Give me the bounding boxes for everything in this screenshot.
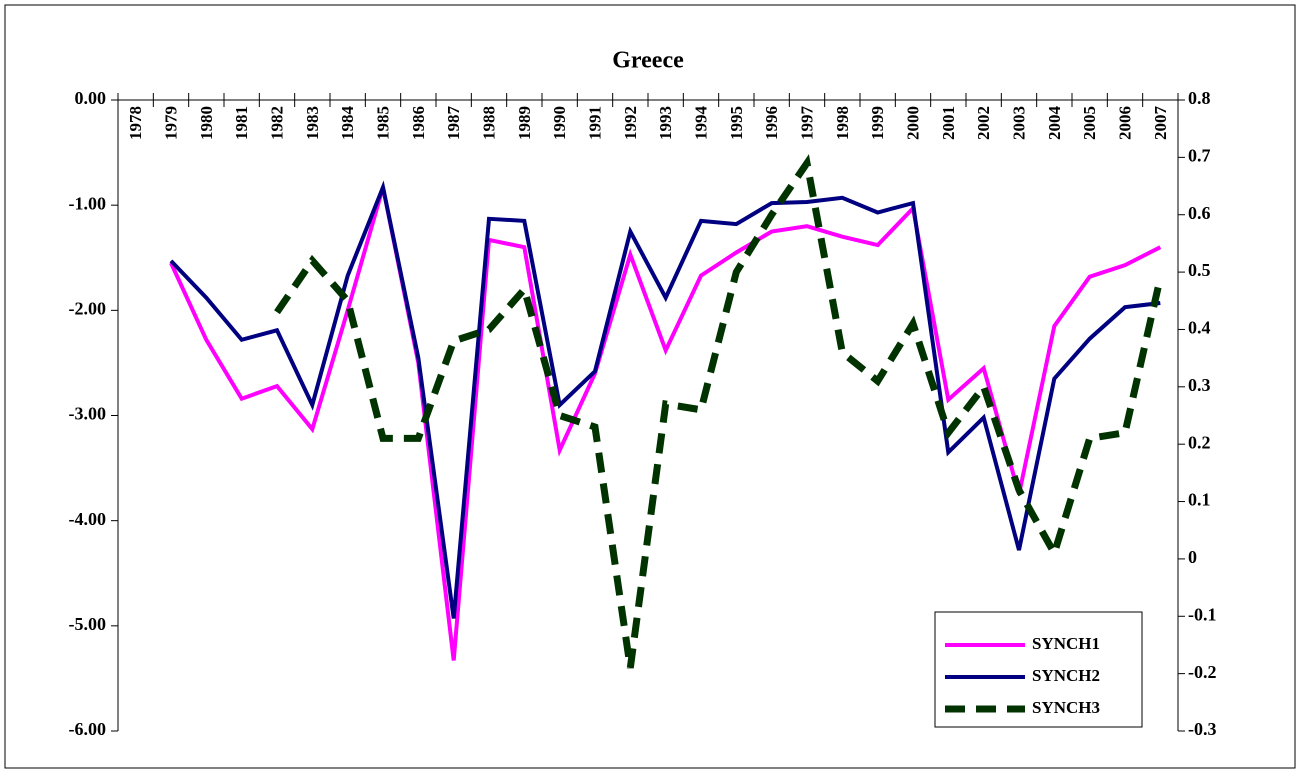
x-tick-label: 1983 <box>303 106 322 140</box>
x-tick-label: 2003 <box>1010 106 1029 140</box>
x-tick-label: 1979 <box>162 106 181 140</box>
y-tick-label: 0.00 <box>75 88 107 108</box>
x-tick-label: 2002 <box>974 106 993 140</box>
x-tick-label: 2005 <box>1080 106 1099 140</box>
y2-tick-label: -0.1 <box>1188 604 1217 624</box>
y2-tick-label: 0.2 <box>1188 432 1211 452</box>
legend-label: SYNCH3 <box>1032 698 1100 717</box>
y2-tick-label: 0 <box>1188 547 1197 567</box>
x-tick-label: 1993 <box>656 106 675 140</box>
x-tick-label: 1994 <box>692 106 711 141</box>
x-tick-label: 1999 <box>868 106 887 140</box>
x-tick-label: 1990 <box>550 106 569 140</box>
series-line <box>274 154 1164 669</box>
legend-label: SYNCH2 <box>1032 666 1100 685</box>
y2-tick-label: -0.2 <box>1188 662 1217 682</box>
series-line <box>169 180 1161 619</box>
x-tick-label: 1981 <box>232 106 251 140</box>
y2-tick-label: 0.7 <box>1188 145 1211 165</box>
legend-box <box>934 611 1143 728</box>
x-tick-label: 1982 <box>268 106 287 140</box>
y-tick-label: -3.00 <box>69 404 107 424</box>
x-tick-label: 2000 <box>904 106 923 140</box>
chart-title: Greece <box>612 48 684 74</box>
y2-tick-label: 0.1 <box>1188 490 1211 510</box>
x-tick-label: 1984 <box>338 106 357 141</box>
x-tick-label: 1986 <box>409 106 428 140</box>
y-tick-label: -5.00 <box>69 614 107 634</box>
x-tick-label: 1988 <box>480 106 499 140</box>
x-tick-label: 2006 <box>1116 106 1135 140</box>
x-tick-label: 2007 <box>1151 106 1170 141</box>
x-tick-label: 2004 <box>1045 106 1064 141</box>
x-tick-label: 1985 <box>374 106 393 140</box>
x-tick-label: 1989 <box>515 106 534 140</box>
y2-tick-label: -0.3 <box>1188 719 1217 739</box>
y2-tick-label: 0.4 <box>1188 318 1211 338</box>
x-tick-label: 1978 <box>126 106 145 140</box>
x-tick-label: 1987 <box>444 106 463 141</box>
x-tick-label: 1991 <box>586 106 605 140</box>
y2-tick-label: 0.6 <box>1188 203 1211 223</box>
series-line <box>169 186 1162 661</box>
x-tick-label: 1997 <box>798 106 817 141</box>
y2-tick-label: 0.3 <box>1188 375 1211 395</box>
y-tick-label: -6.00 <box>69 719 107 739</box>
y-tick-label: -1.00 <box>69 193 107 213</box>
y-tick-label: -2.00 <box>69 298 107 318</box>
x-tick-label: 1995 <box>727 106 746 140</box>
y2-tick-label: 0.5 <box>1188 260 1211 280</box>
y-tick-label: -4.00 <box>69 509 107 529</box>
y2-tick-label: 0.8 <box>1188 88 1211 108</box>
legend-label: SYNCH1 <box>1032 634 1100 653</box>
x-tick-label: 1992 <box>621 106 640 140</box>
x-tick-label: 1980 <box>197 106 216 140</box>
x-tick-label: 1996 <box>762 106 781 140</box>
x-tick-label: 1998 <box>833 106 852 140</box>
x-tick-label: 2001 <box>939 106 958 140</box>
